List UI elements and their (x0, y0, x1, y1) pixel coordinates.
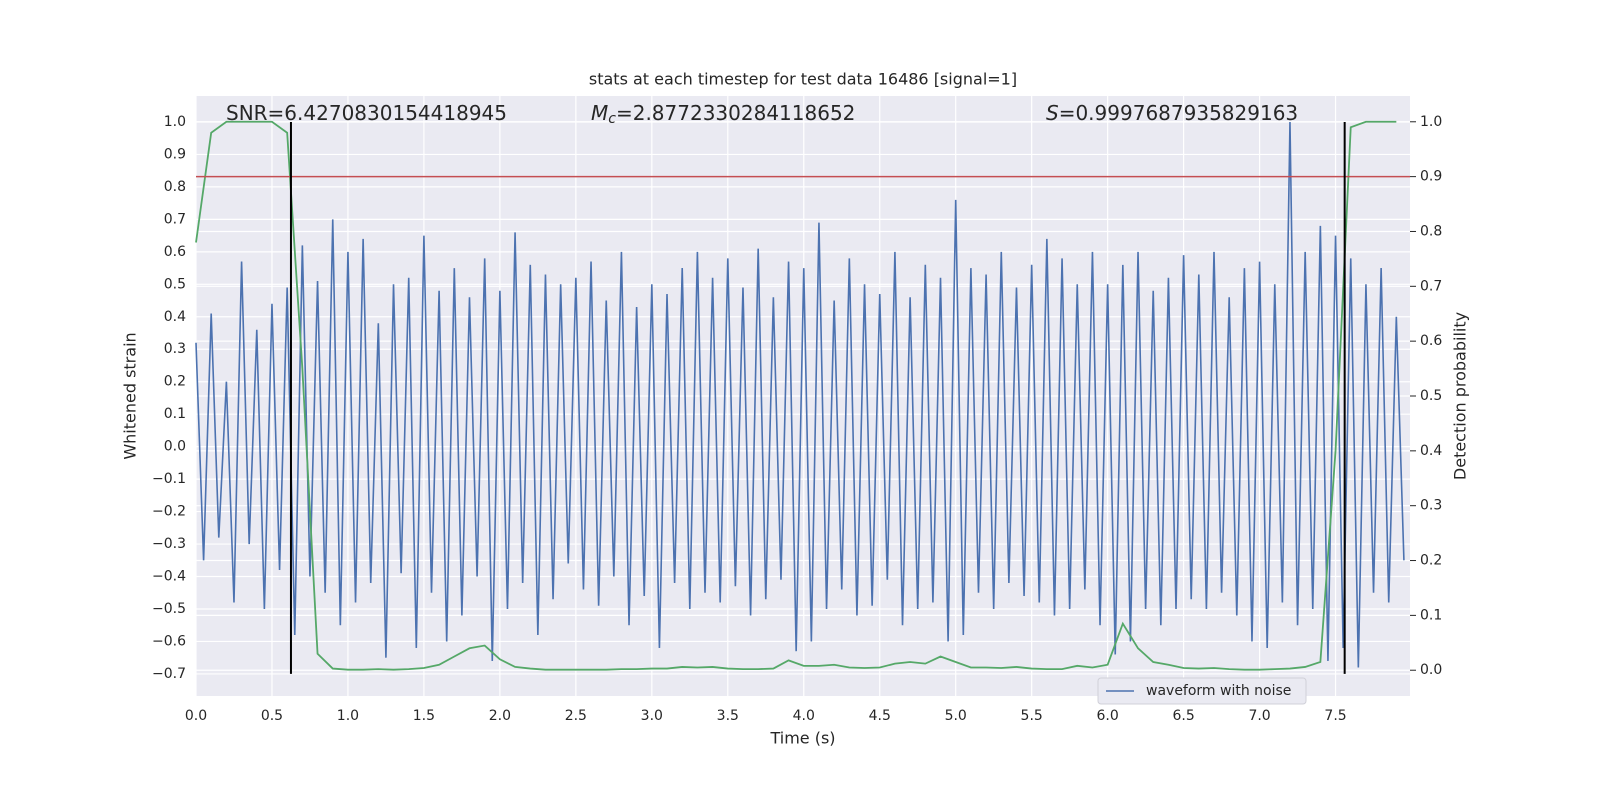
y2-tick-label: 0.6 (1420, 333, 1442, 349)
legend-box (1097, 677, 1307, 705)
annotation-text: =0.9997687935829163 (1059, 101, 1298, 125)
y-tick-label: 0.6 (164, 244, 186, 260)
annotation-symbol: S (1046, 101, 1059, 125)
x-tick-label: 1.5 (413, 708, 435, 724)
y-tick-label: −0.2 (152, 504, 186, 520)
y-tick-label: 0.4 (164, 309, 186, 325)
y-tick-label: −0.4 (152, 569, 186, 585)
y-tick-label: −0.6 (152, 633, 186, 649)
x-tick-label: 5.0 (945, 708, 967, 724)
chart-title: stats at each timestep for test data 164… (589, 70, 1017, 89)
x-tick-label: 1.0 (337, 708, 359, 724)
x-tick-label: 5.5 (1021, 708, 1043, 724)
y-tick-label: 0.8 (164, 179, 186, 195)
annotation-symbol: M (591, 101, 608, 125)
y-tick-label: −0.1 (152, 471, 186, 487)
y2-tick-label: 0.4 (1420, 443, 1442, 459)
y-tick-label: −0.7 (152, 666, 186, 682)
annotation-text: SNR=6.4270830154418945 (226, 101, 507, 125)
x-tick-label: 4.5 (869, 708, 891, 724)
y-tick-label: 0.5 (164, 276, 186, 292)
x-tick-label: 2.0 (489, 708, 511, 724)
x-tick-label: 3.0 (641, 708, 663, 724)
x-tick-label: 2.5 (565, 708, 587, 724)
x-tick-label: 0.0 (185, 708, 207, 724)
legend-label: waveform with noise (1146, 683, 1291, 699)
y-tick-label: 0.3 (164, 341, 186, 357)
annotation: S=0.9997687935829163 (1046, 101, 1298, 125)
y-axis-label: Whitened strain (121, 332, 140, 459)
annotation-text: =2.8772330284118652 (616, 101, 855, 125)
x-tick-label: 7.5 (1324, 708, 1346, 724)
x-axis-label: Time (s) (769, 729, 835, 748)
y-tick-label: 0.1 (164, 406, 186, 422)
y2-axis-label: Detection probability (1451, 312, 1470, 480)
x-tick-label: 0.5 (261, 708, 283, 724)
y-tick-label: 0.7 (164, 211, 186, 227)
y-tick-label: −0.3 (152, 536, 186, 552)
series-line (195, 121, 1405, 668)
y2-tick-label: 0.8 (1420, 223, 1442, 239)
y2-tick-label: 0.5 (1420, 388, 1442, 404)
annotation: SNR=6.4270830154418945 (226, 101, 507, 125)
annotation-subscript: c (608, 111, 616, 127)
y2-tick-label: 0.9 (1420, 169, 1442, 185)
y2-tick-label: 0.2 (1420, 553, 1442, 569)
y2-tick-label: 0.7 (1420, 278, 1442, 294)
y2-tick-label: 0.0 (1420, 662, 1442, 678)
y2-tick-label: 0.3 (1420, 498, 1442, 514)
y-tick-label: 1.0 (164, 114, 186, 130)
x-tick-label: 3.5 (717, 708, 739, 724)
y-tick-label: 0.0 (164, 439, 186, 455)
y2-tick-label: 1.0 (1420, 114, 1442, 130)
x-tick-label: 6.5 (1172, 708, 1194, 724)
x-tick-label: 6.0 (1097, 708, 1119, 724)
x-tick-label: 4.0 (793, 708, 815, 724)
y-tick-label: 0.9 (164, 146, 186, 162)
y2-tick-label: 0.1 (1420, 607, 1442, 623)
y-tick-label: 0.2 (164, 374, 186, 390)
x-tick-label: 7.0 (1248, 708, 1270, 724)
annotation: Mc=2.8772330284118652 (591, 101, 855, 128)
y-tick-label: −0.5 (152, 601, 186, 617)
series-line (195, 120, 1397, 671)
